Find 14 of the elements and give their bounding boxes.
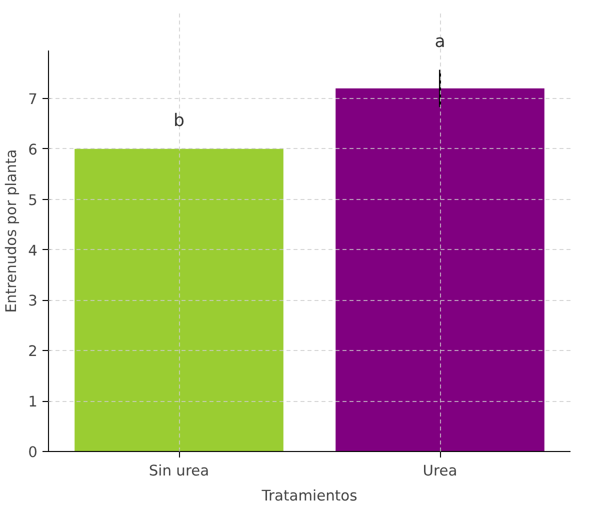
x-tick-label: Sin urea: [148, 462, 210, 480]
y-tick-label: 7: [28, 91, 38, 108]
y-tick-label: 5: [28, 192, 38, 209]
y-tick-label: 1: [28, 394, 38, 411]
y-axis-title: Entrenudos por planta: [3, 149, 20, 313]
y-tick-label: 2: [28, 343, 38, 360]
x-tick-label: Urea: [422, 462, 458, 480]
y-tick-label: 3: [28, 292, 38, 310]
annotation: b: [174, 110, 184, 131]
y-tick-label: 4: [28, 242, 38, 260]
y-tick-label: 6: [28, 141, 38, 158]
annotation: a: [434, 32, 446, 52]
x-axis-title: Tratamientos: [260, 488, 358, 504]
y-tick-label: 0: [28, 444, 38, 461]
